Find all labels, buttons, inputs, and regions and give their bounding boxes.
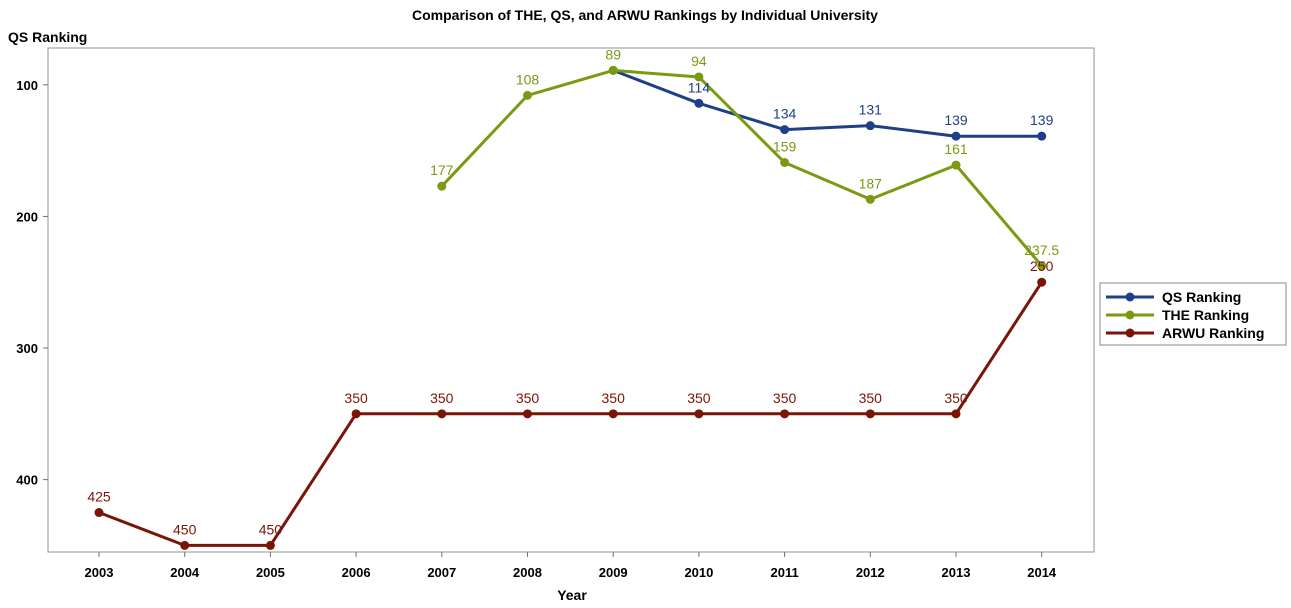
data-label: 250	[1030, 258, 1054, 274]
data-point	[865, 409, 875, 419]
x-tick-label: 2011	[770, 565, 798, 580]
data-label: 425	[87, 489, 111, 505]
data-label: 237.5	[1024, 242, 1059, 258]
series-line	[98, 281, 1043, 547]
legend-label: THE Ranking	[1162, 307, 1249, 323]
x-axis: 2003 2004 2005 2006 2007 2008 2009 2010 2011 2012…	[85, 552, 1057, 580]
x-tick-label: 2008	[513, 565, 542, 580]
data-point	[523, 90, 532, 100]
data-label: 159	[773, 138, 797, 154]
data-point	[180, 540, 190, 550]
chart-title: Comparison of THE, QS, and ARWU Rankings…	[412, 7, 878, 23]
x-tick-label: 2003	[85, 565, 114, 580]
data-point	[951, 131, 961, 141]
data-point	[1037, 131, 1047, 141]
data-point	[1037, 261, 1047, 271]
x-tick-label: 2009	[599, 565, 628, 580]
data-label: 350	[944, 390, 968, 406]
data-label: 177	[430, 162, 454, 178]
x-tick-label: 2012	[856, 565, 885, 580]
data-label: 89	[605, 46, 621, 62]
data-label: 350	[344, 390, 368, 406]
series-arwu-ranking	[94, 277, 1047, 550]
data-point	[523, 409, 532, 419]
x-tick-label: 2006	[342, 565, 371, 580]
data-point	[951, 160, 961, 170]
y-axis: 100 200 300 400	[16, 78, 48, 488]
x-tick-label: 2007	[427, 565, 456, 580]
y-axis-title: QS Ranking	[8, 29, 87, 45]
data-label: 139	[1030, 112, 1054, 128]
legend-marker	[1125, 310, 1135, 320]
data-label: 187	[859, 175, 883, 191]
data-label: 161	[944, 141, 968, 157]
legend-marker	[1125, 292, 1135, 302]
data-point	[780, 125, 790, 135]
data-point	[437, 181, 447, 191]
data-point	[865, 194, 875, 204]
x-tick-label: 2004	[170, 565, 200, 580]
legend-label: ARWU Ranking	[1162, 325, 1264, 341]
data-point	[694, 409, 704, 419]
data-label: 450	[259, 521, 283, 537]
data-label: 350	[602, 390, 626, 406]
data-label: 139	[944, 112, 968, 128]
data-label: 350	[430, 390, 454, 406]
legend: QS Ranking THE Ranking ARWU Ranking	[1099, 282, 1287, 346]
x-axis-title: Year	[557, 587, 587, 603]
data-point	[865, 121, 875, 131]
data-point	[265, 540, 275, 550]
legend-item: QS Ranking	[1106, 289, 1241, 305]
data-label: 350	[773, 390, 797, 406]
data-labels: 114 134 131 139 139 177 108 89 94 159 187 161 237.5 4…	[87, 46, 1059, 537]
legend-item: ARWU Ranking	[1106, 325, 1264, 341]
x-tick-label: 2005	[256, 565, 285, 580]
data-point	[608, 409, 618, 419]
data-label: 131	[859, 102, 883, 118]
data-point	[780, 409, 790, 419]
series-the-ranking	[437, 65, 1047, 271]
data-label: 94	[691, 53, 707, 69]
data-point	[1037, 277, 1047, 287]
data-point	[94, 508, 104, 518]
data-point	[780, 157, 790, 167]
data-point	[608, 65, 618, 75]
y-tick-label: 200	[16, 209, 38, 224]
x-tick-label: 2013	[942, 565, 971, 580]
series-line	[612, 68, 1042, 138]
y-tick-label: 300	[16, 341, 38, 356]
data-point	[437, 409, 447, 419]
legend-marker	[1125, 328, 1135, 338]
data-label: 108	[516, 71, 540, 87]
data-label: 350	[687, 390, 711, 406]
series-layer	[94, 65, 1047, 550]
data-point	[694, 72, 704, 82]
x-tick-label: 2010	[684, 565, 713, 580]
y-tick-label: 100	[16, 78, 38, 93]
data-label: 450	[173, 521, 197, 537]
y-tick-label: 400	[16, 473, 38, 488]
data-point	[351, 409, 361, 419]
data-point	[694, 98, 704, 108]
data-label: 350	[516, 390, 540, 406]
series-line	[440, 68, 1043, 267]
legend-item: THE Ranking	[1106, 307, 1249, 323]
data-label: 134	[773, 106, 797, 122]
legend-label: QS Ranking	[1162, 289, 1241, 305]
data-label: 350	[859, 390, 883, 406]
data-point	[951, 409, 961, 419]
plot-area	[47, 47, 1095, 553]
data-label: 114	[688, 79, 711, 95]
x-tick-label: 2014	[1027, 565, 1057, 580]
